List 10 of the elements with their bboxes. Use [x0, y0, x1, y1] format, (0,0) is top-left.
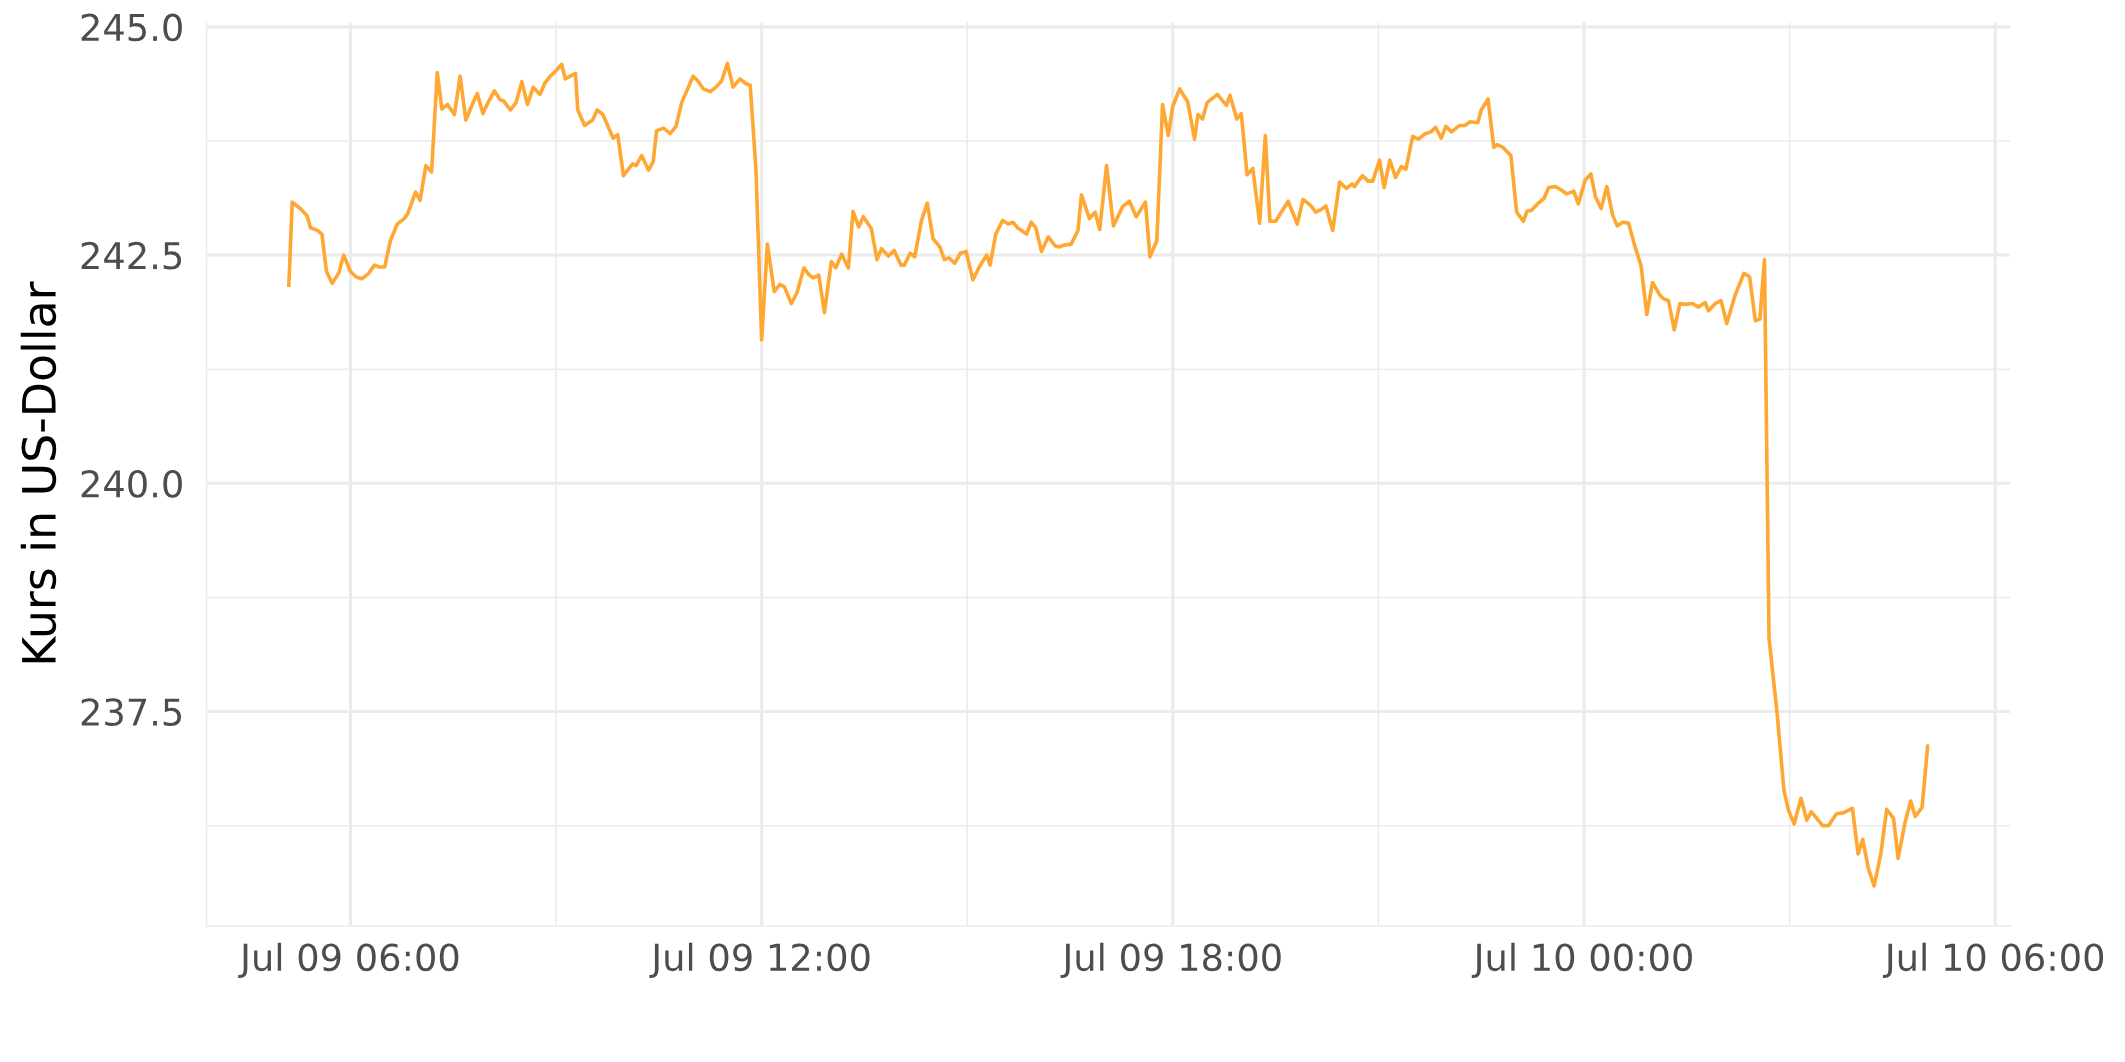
x-tick-label: Jul 10 00:00: [1471, 942, 1692, 979]
y-tick-label: 237.5: [81, 698, 182, 727]
y-tick-label: 245.0: [81, 13, 182, 42]
x-tick-label: Jul 09 06:00: [238, 942, 459, 979]
y-axis-title: Kurs in US-Dollar: [20, 281, 57, 663]
y-tick-label: 242.5: [81, 241, 182, 270]
y-tick-label: 240.0: [81, 469, 182, 498]
x-tick-label: Jul 09 12:00: [649, 942, 870, 979]
x-tick-label: Jul 09 18:00: [1060, 942, 1281, 979]
x-tick-label: Jul 10 06:00: [1882, 942, 2104, 979]
